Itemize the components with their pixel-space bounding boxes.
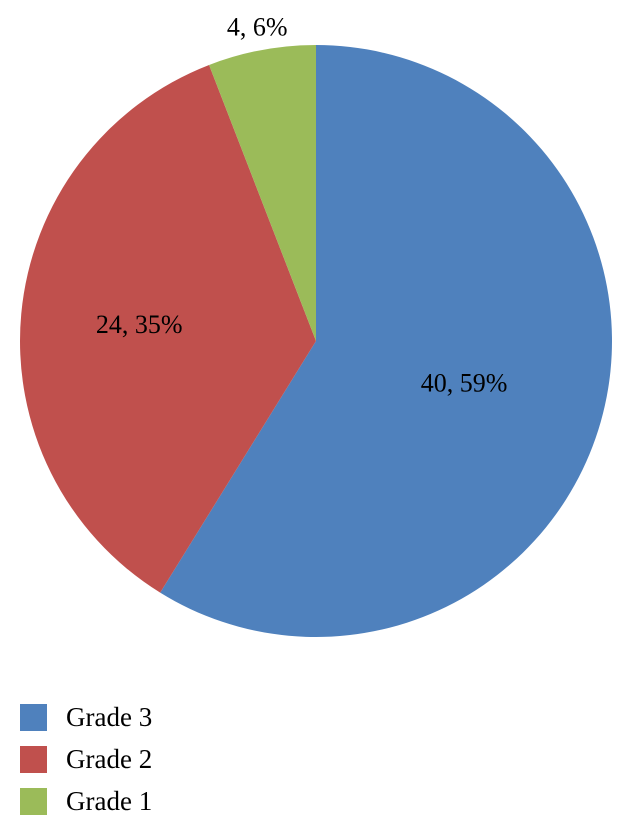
legend: Grade 3 Grade 2 Grade 1 bbox=[20, 696, 320, 822]
pie-slice-grade-3 bbox=[160, 45, 612, 637]
legend-swatch-grade-2 bbox=[20, 745, 47, 773]
pie-slice-grade-1 bbox=[209, 45, 316, 341]
legend-swatch-grade-3 bbox=[20, 703, 47, 731]
legend-item-grade-1: Grade 1 bbox=[20, 780, 320, 822]
slice-data-label-grade-3: 40, 59% bbox=[421, 369, 508, 398]
legend-item-grade-3: Grade 3 bbox=[20, 696, 320, 738]
slice-data-label-grade-1: 4, 6% bbox=[227, 12, 288, 41]
pie-chart: 40, 59% 24, 35% 4, 6% bbox=[19, 12, 612, 637]
legend-label-grade-1: Grade 1 bbox=[66, 785, 153, 816]
legend-item-grade-2: Grade 2 bbox=[20, 738, 320, 780]
pie-slice-grade-2 bbox=[19, 64, 317, 593]
legend-swatch-grade-1 bbox=[20, 787, 47, 815]
slice-data-label-grade-2: 24, 35% bbox=[96, 310, 183, 339]
legend-label-grade-3: Grade 3 bbox=[66, 701, 153, 732]
legend-label-grade-2: Grade 2 bbox=[66, 743, 153, 774]
